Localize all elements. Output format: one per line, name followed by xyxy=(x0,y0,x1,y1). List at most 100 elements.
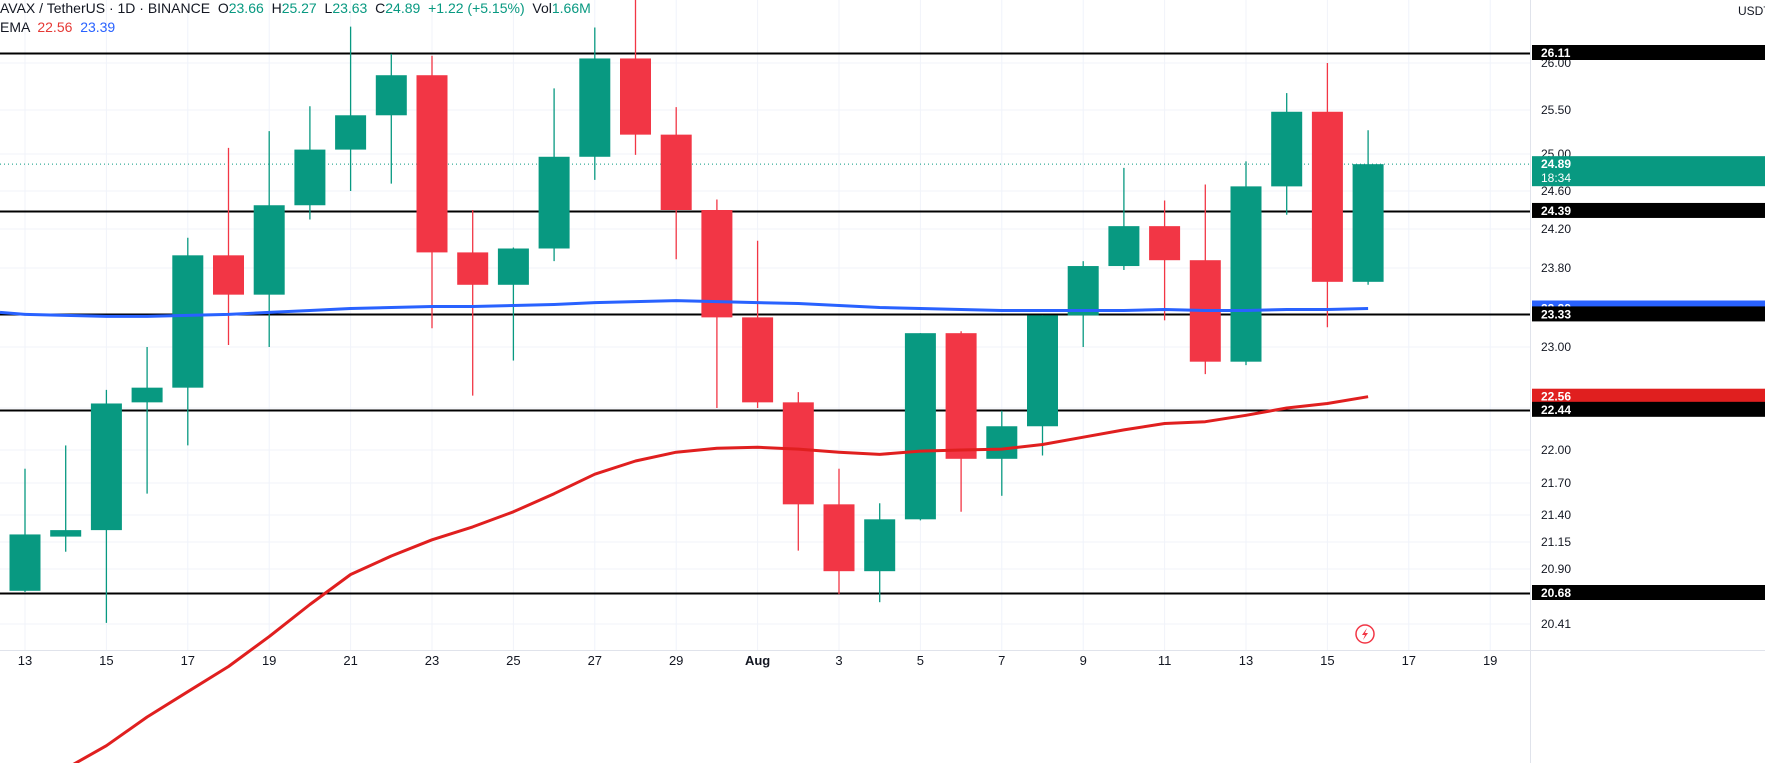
price-tick-label: 21.40 xyxy=(1541,508,1571,522)
price-label-tag xyxy=(1532,202,1765,218)
price-tick-label: 23.00 xyxy=(1541,340,1571,354)
symbol-name[interactable]: AVAX / TetherUS · 1D · BINANCE xyxy=(0,0,211,16)
time-tick-label: 25 xyxy=(506,653,520,668)
price-label-tag xyxy=(1532,388,1765,404)
candle-body xyxy=(1067,266,1099,316)
candle-body xyxy=(50,530,82,537)
candle-body xyxy=(497,248,529,285)
high-label: H xyxy=(271,0,282,16)
price-label-text: 22.56 xyxy=(1541,390,1571,404)
candle-body xyxy=(1108,226,1140,267)
time-tick-label: 21 xyxy=(343,653,357,668)
candle-body xyxy=(904,333,936,520)
candle-body xyxy=(131,387,163,403)
candle-body xyxy=(172,255,204,388)
candle-body xyxy=(294,149,326,206)
candle-body xyxy=(90,403,122,531)
candle-body xyxy=(945,333,977,459)
price-tick-label: 20.41 xyxy=(1541,617,1571,631)
candle-body xyxy=(1311,111,1343,282)
candle-body xyxy=(742,317,774,403)
ema-fast-value: 23.39 xyxy=(80,19,116,35)
candle-body xyxy=(335,115,367,150)
price-tick-label: 24.60 xyxy=(1541,184,1571,198)
time-tick-label: 11 xyxy=(1158,653,1172,668)
time-tick-label: 13 xyxy=(18,653,32,668)
indicator-legend[interactable]: EMA 22.56 23.39 xyxy=(0,19,115,35)
candle-body xyxy=(416,75,448,253)
countdown-label-text: 18:34 xyxy=(1541,171,1571,185)
time-tick-label: 17 xyxy=(1402,653,1416,668)
open-value: 23.66 xyxy=(228,0,264,16)
time-tick-label: 23 xyxy=(425,653,439,668)
candle-body xyxy=(1230,186,1262,362)
volume-value: 1.66M xyxy=(551,0,591,16)
high-value: 25.27 xyxy=(281,0,317,16)
candle-body xyxy=(782,402,814,505)
symbol-header: AVAX / TetherUS · 1D · BINANCE O23.66 H2… xyxy=(0,0,591,16)
change-value: +1.22 (+5.15%) xyxy=(428,0,525,16)
candle-body xyxy=(9,534,41,591)
time-tick-label: 17 xyxy=(181,653,195,668)
candle-body xyxy=(213,255,244,295)
price-label-text: 24.89 xyxy=(1541,157,1571,171)
candle-body xyxy=(253,205,285,295)
low-value: 23.63 xyxy=(332,0,368,16)
candle-body xyxy=(864,519,896,572)
price-label-text: 23.33 xyxy=(1541,307,1571,321)
low-label: L xyxy=(324,0,333,16)
price-tick-label: 21.70 xyxy=(1541,476,1571,490)
price-label-tag xyxy=(1532,156,1765,187)
time-tick-label: 9 xyxy=(1080,653,1087,668)
close-label: C xyxy=(375,0,386,16)
price-label-tag xyxy=(1532,306,1765,322)
ema-fast-line xyxy=(24,299,1369,318)
price-label-text: 26.11 xyxy=(1541,46,1571,60)
candle-body xyxy=(1149,226,1181,261)
candle-body xyxy=(620,58,651,135)
open-label: O xyxy=(217,0,229,16)
price-label-tag xyxy=(1532,45,1765,60)
time-tick-label: 19 xyxy=(262,653,276,668)
price-label-tag xyxy=(1532,401,1765,417)
time-tick-label: 3 xyxy=(835,653,842,668)
ema-slow-line xyxy=(72,395,1369,763)
ema-fast-line-extension xyxy=(0,310,26,316)
candle-body xyxy=(660,134,692,210)
candle-body xyxy=(1271,111,1303,187)
price-label-text: 24.39 xyxy=(1541,204,1571,218)
lightning-icon[interactable] xyxy=(1355,624,1375,644)
price-tick-label: 21.15 xyxy=(1541,535,1571,549)
price-tick-label: 25.50 xyxy=(1541,103,1571,117)
volume-label: Vol xyxy=(532,0,552,16)
candle-body xyxy=(375,75,407,116)
price-tick-label: 23.80 xyxy=(1541,261,1571,275)
candle-body xyxy=(1352,164,1384,282)
time-tick-label: 19 xyxy=(1483,653,1497,668)
price-label-text: 20.68 xyxy=(1541,586,1571,600)
price-label-tag xyxy=(1532,585,1765,600)
price-label-text: 22.44 xyxy=(1541,403,1571,417)
candle-body xyxy=(986,426,1018,459)
ema-slow-value: 22.56 xyxy=(37,19,73,35)
time-tick-label: 5 xyxy=(917,653,924,668)
candle-body xyxy=(1027,315,1058,427)
candle-body xyxy=(538,156,570,249)
price-tick-label: 20.90 xyxy=(1541,562,1571,576)
ema-label: EMA xyxy=(0,19,30,35)
price-tick-label: 24.20 xyxy=(1541,222,1571,236)
time-tick-label: 13 xyxy=(1239,653,1253,668)
currency-label[interactable]: USDT xyxy=(1738,4,1765,18)
close-value: 24.89 xyxy=(385,0,421,16)
time-tick-label: 27 xyxy=(588,653,602,668)
time-tick-label: 7 xyxy=(998,653,1005,668)
candle-body xyxy=(701,210,733,318)
candle-body xyxy=(579,58,611,157)
candle-body xyxy=(457,252,489,285)
time-tick-label: Aug xyxy=(745,653,770,668)
time-tick-label: 15 xyxy=(99,653,113,668)
candle-body xyxy=(823,504,855,572)
time-tick-label: 29 xyxy=(669,653,683,668)
time-tick-label: 15 xyxy=(1320,653,1334,668)
